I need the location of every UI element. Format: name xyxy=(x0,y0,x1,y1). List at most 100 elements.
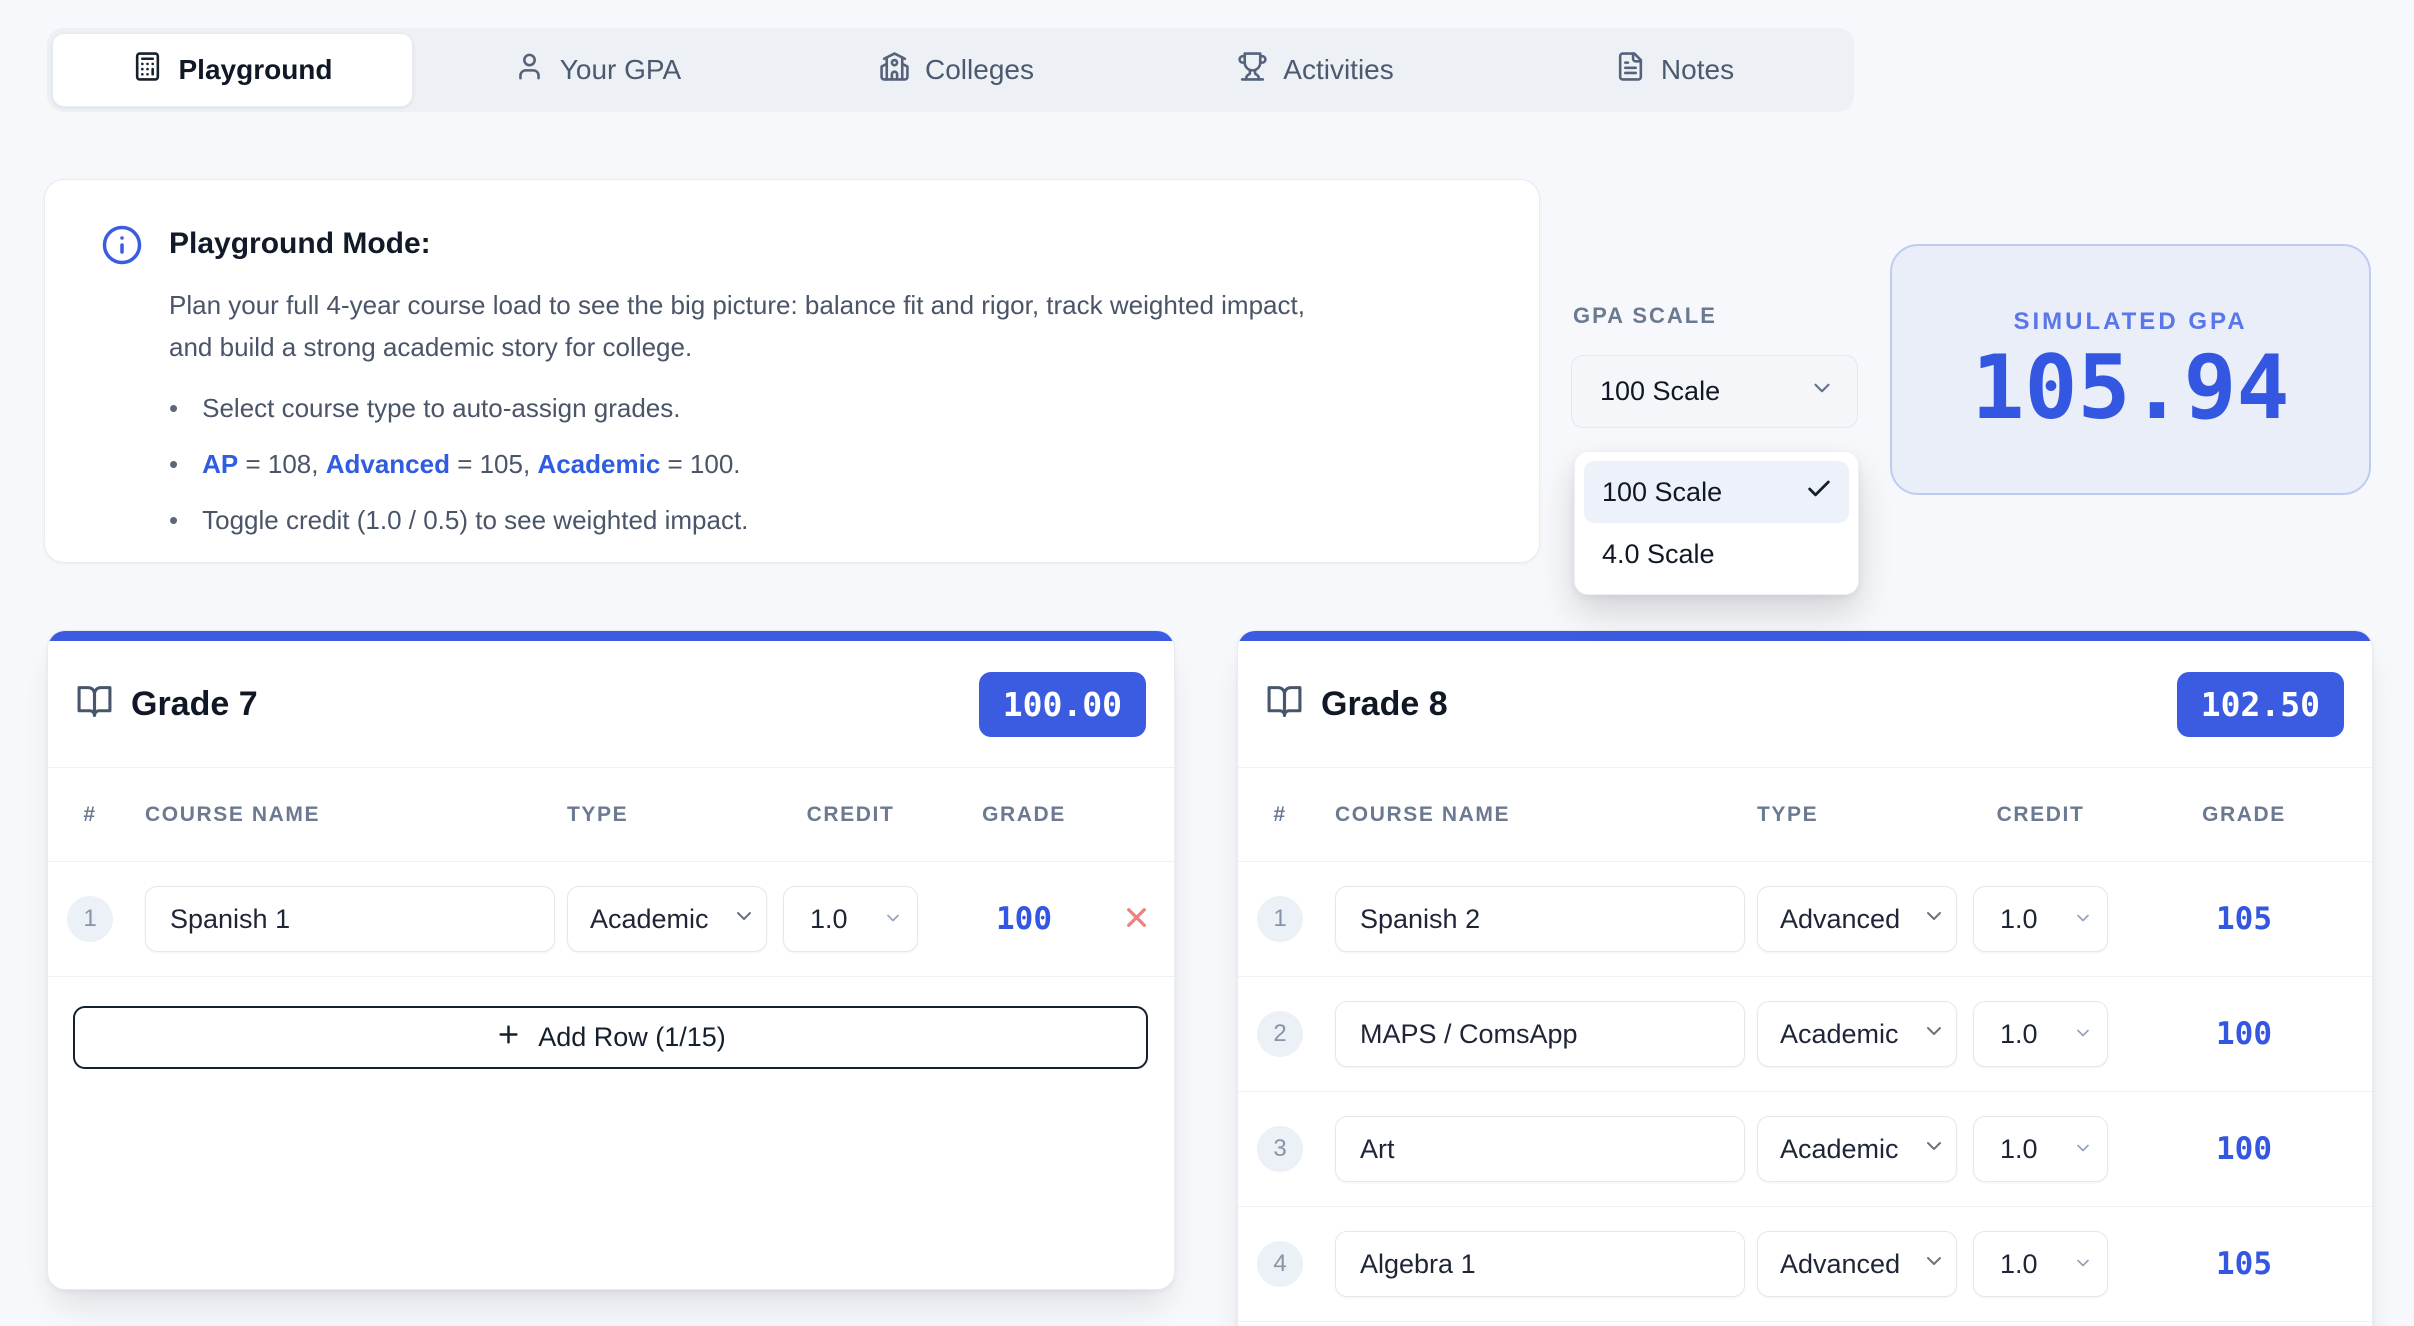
divider xyxy=(1238,1206,2372,1207)
grade-8-card: Grade 8 102.50 # COURSE NAME TYPE CREDIT… xyxy=(1237,630,2373,1326)
course-type-select[interactable]: Academic xyxy=(1757,1116,1957,1182)
divider xyxy=(48,976,1174,977)
divider xyxy=(1238,1091,2372,1092)
row-number: 4 xyxy=(1257,1241,1303,1287)
table-row: 1 Advanced 1.0 105 xyxy=(1238,862,2372,976)
scale-option-100[interactable]: 100 Scale xyxy=(1584,461,1849,523)
info-bullet-list: • Select course type to auto-assign grade… xyxy=(169,392,1305,537)
chevron-down-icon xyxy=(1922,1019,1946,1050)
simulated-gpa-card: SIMULATED GPA 105.94 xyxy=(1890,244,2371,495)
grade-gpa-badge: 102.50 xyxy=(2176,671,2344,737)
table-column-headers: # COURSE NAME TYPE CREDIT GRADE xyxy=(1273,802,2286,826)
grade-title: Grade 7 xyxy=(131,684,258,723)
row-number: 1 xyxy=(67,896,113,942)
course-name-input[interactable] xyxy=(1335,1001,1745,1067)
divider xyxy=(1238,861,2372,862)
credit-select[interactable]: 1.0 xyxy=(1973,1116,2108,1182)
x-icon xyxy=(1121,902,1152,936)
chevron-down-icon xyxy=(2063,904,2093,935)
tab-label: Playground xyxy=(178,54,333,85)
gpa-scale-select[interactable]: 100 Scale xyxy=(1571,355,1858,428)
user-icon xyxy=(514,51,545,89)
credit-select[interactable]: 1.0 xyxy=(1973,1231,2108,1297)
course-type-select[interactable]: Academic xyxy=(1757,1001,1957,1067)
scale-option-4[interactable]: 4.0 Scale xyxy=(1602,538,1715,569)
info-description: Plan your full 4-year course load to see… xyxy=(169,290,1305,362)
course-type-select[interactable]: Advanced xyxy=(1757,1231,1957,1297)
tab-label: Activities xyxy=(1283,54,1394,85)
notes-icon xyxy=(1615,51,1646,89)
divider xyxy=(1238,1321,2372,1322)
chevron-down-icon xyxy=(1809,375,1835,408)
table-column-headers: # COURSE NAME TYPE CREDIT GRADE xyxy=(83,802,1066,826)
course-type-select[interactable]: Advanced xyxy=(1757,886,1957,952)
simulated-gpa-label: SIMULATED GPA xyxy=(2013,307,2248,335)
course-name-input[interactable] xyxy=(1335,1231,1745,1297)
card-accent-bar xyxy=(48,631,1174,641)
tab-your-gpa[interactable]: Your GPA xyxy=(418,28,777,112)
table-row: 1 Academic 1.0 100 xyxy=(48,862,1174,976)
grade-7-card: Grade 7 100.00 # COURSE NAME TYPE CREDIT… xyxy=(47,630,1175,1290)
tab-playground[interactable]: Playground xyxy=(52,33,413,107)
grade-value: 100 xyxy=(996,901,1052,937)
chevron-down-icon xyxy=(1922,1134,1946,1165)
info-body: Playground Mode: Plan your full 4-year c… xyxy=(169,224,1305,562)
grade-value: 105 xyxy=(2216,1246,2272,1282)
playground-info-card: Playground Mode: Plan your full 4-year c… xyxy=(44,179,1540,563)
check-icon xyxy=(1805,475,1833,510)
trophy-icon xyxy=(1237,51,1268,89)
tab-label: Notes xyxy=(1660,54,1735,85)
info-icon xyxy=(101,224,143,562)
chevron-down-icon xyxy=(1922,904,1946,935)
card-accent-bar xyxy=(1238,631,2372,641)
grade-8-header: Grade 8 102.50 xyxy=(1238,641,2372,767)
gpa-scale-dropdown: 100 Scale 4.0 Scale xyxy=(1574,451,1859,595)
course-type-select[interactable]: Academic xyxy=(567,886,767,952)
tab-notes[interactable]: Notes xyxy=(1495,28,1854,112)
chevron-down-icon xyxy=(1922,1249,1946,1280)
simulated-gpa-value: 105.94 xyxy=(1971,335,2290,439)
bullet-item: • AP = 108, Advanced = 105, Academic = 10… xyxy=(169,448,741,479)
tab-activities[interactable]: Activities xyxy=(1136,28,1495,112)
credit-select[interactable]: 1.0 xyxy=(1973,1001,2108,1067)
row-number: 3 xyxy=(1257,1126,1303,1172)
book-open-icon xyxy=(1266,683,1303,725)
row-number: 2 xyxy=(1257,1011,1303,1057)
grade-value: 100 xyxy=(2216,1016,2272,1052)
course-name-input[interactable] xyxy=(145,886,555,952)
divider xyxy=(48,861,1174,862)
bullet-item: • Select course type to auto-assign grade… xyxy=(169,393,681,424)
divider xyxy=(1238,976,2372,977)
course-name-input[interactable] xyxy=(1335,1116,1745,1182)
course-name-input[interactable] xyxy=(1335,886,1745,952)
grade-value: 100 xyxy=(2216,1131,2272,1167)
school-icon xyxy=(879,51,910,89)
gpa-scale-label: GPA SCALE xyxy=(1573,303,1717,328)
divider xyxy=(48,767,1174,768)
chevron-down-icon xyxy=(2063,1134,2093,1165)
add-row-button[interactable]: Add Row (1/15) xyxy=(73,1006,1148,1069)
credit-select[interactable]: 1.0 xyxy=(1973,886,2108,952)
tab-label: Your GPA xyxy=(559,54,682,85)
table-row: 3 Academic 1.0 100 xyxy=(1238,1092,2372,1206)
grade-7-header: Grade 7 100.00 xyxy=(48,641,1174,767)
info-title: Playground Mode: xyxy=(169,227,431,260)
table-row: 2 Academic 1.0 100 xyxy=(1238,977,2372,1091)
tab-bar: Playground Your GPA Colleges Activities … xyxy=(47,28,1854,112)
delete-row-button[interactable] xyxy=(1121,902,1152,936)
divider xyxy=(1238,767,2372,768)
credit-select[interactable]: 1.0 xyxy=(783,886,918,952)
chevron-down-icon xyxy=(873,904,903,935)
grade-title: Grade 8 xyxy=(1321,684,1448,723)
plus-icon xyxy=(495,1021,522,1055)
calculator-icon xyxy=(132,51,163,89)
grade-gpa-badge: 100.00 xyxy=(978,671,1146,737)
chevron-down-icon xyxy=(2063,1249,2093,1280)
bullet-item: • Toggle credit (1.0 / 0.5) to see weight… xyxy=(169,504,749,535)
row-number: 1 xyxy=(1257,896,1303,942)
tab-colleges[interactable]: Colleges xyxy=(777,28,1136,112)
tab-label: Colleges xyxy=(925,54,1034,85)
chevron-down-icon xyxy=(2063,1019,2093,1050)
table-row: 4 Advanced 1.0 105 xyxy=(1238,1207,2372,1321)
grade-value: 105 xyxy=(2216,901,2272,937)
